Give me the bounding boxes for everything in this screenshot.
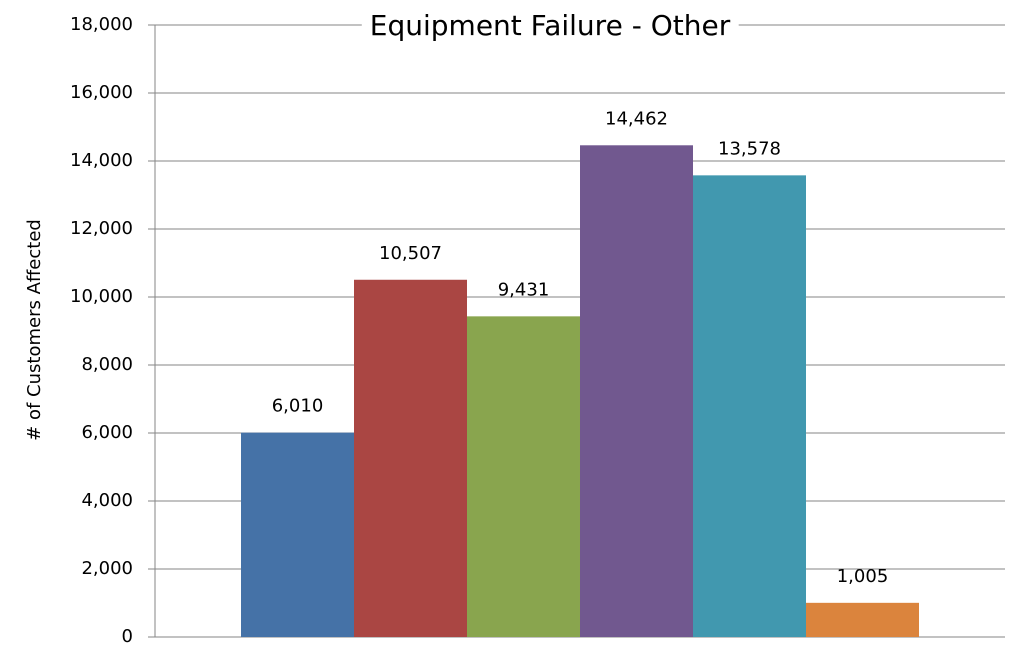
chart-title: Equipment Failure - Other — [370, 9, 731, 42]
y-tick-label: 16,000 — [70, 82, 133, 103]
value-label: 10,507 — [379, 243, 442, 264]
value-label: 13,578 — [718, 138, 781, 159]
y-tick-label: 18,000 — [70, 14, 133, 35]
y-tick-label: 2,000 — [81, 558, 133, 579]
y-axis-label: # of Customers Affected — [24, 219, 45, 441]
value-label: 1,005 — [837, 566, 889, 587]
y-tick-label: 12,000 — [70, 218, 133, 239]
y-tick-label: 14,000 — [70, 150, 133, 171]
bar — [354, 279, 467, 637]
bar — [806, 602, 919, 637]
bar — [580, 145, 693, 638]
bar — [241, 432, 354, 637]
y-tick-label: 0 — [122, 626, 133, 647]
y-tick-label: 4,000 — [81, 490, 133, 511]
y-tick-label: 6,000 — [81, 422, 133, 443]
value-label: 9,431 — [498, 279, 550, 300]
value-label: 6,010 — [272, 396, 324, 417]
y-tick-label: 10,000 — [70, 286, 133, 307]
bar — [467, 316, 580, 637]
title-background — [361, 9, 739, 42]
value-label: 14,462 — [605, 108, 668, 129]
bar — [693, 175, 806, 637]
y-tick-label: 8,000 — [81, 354, 133, 375]
